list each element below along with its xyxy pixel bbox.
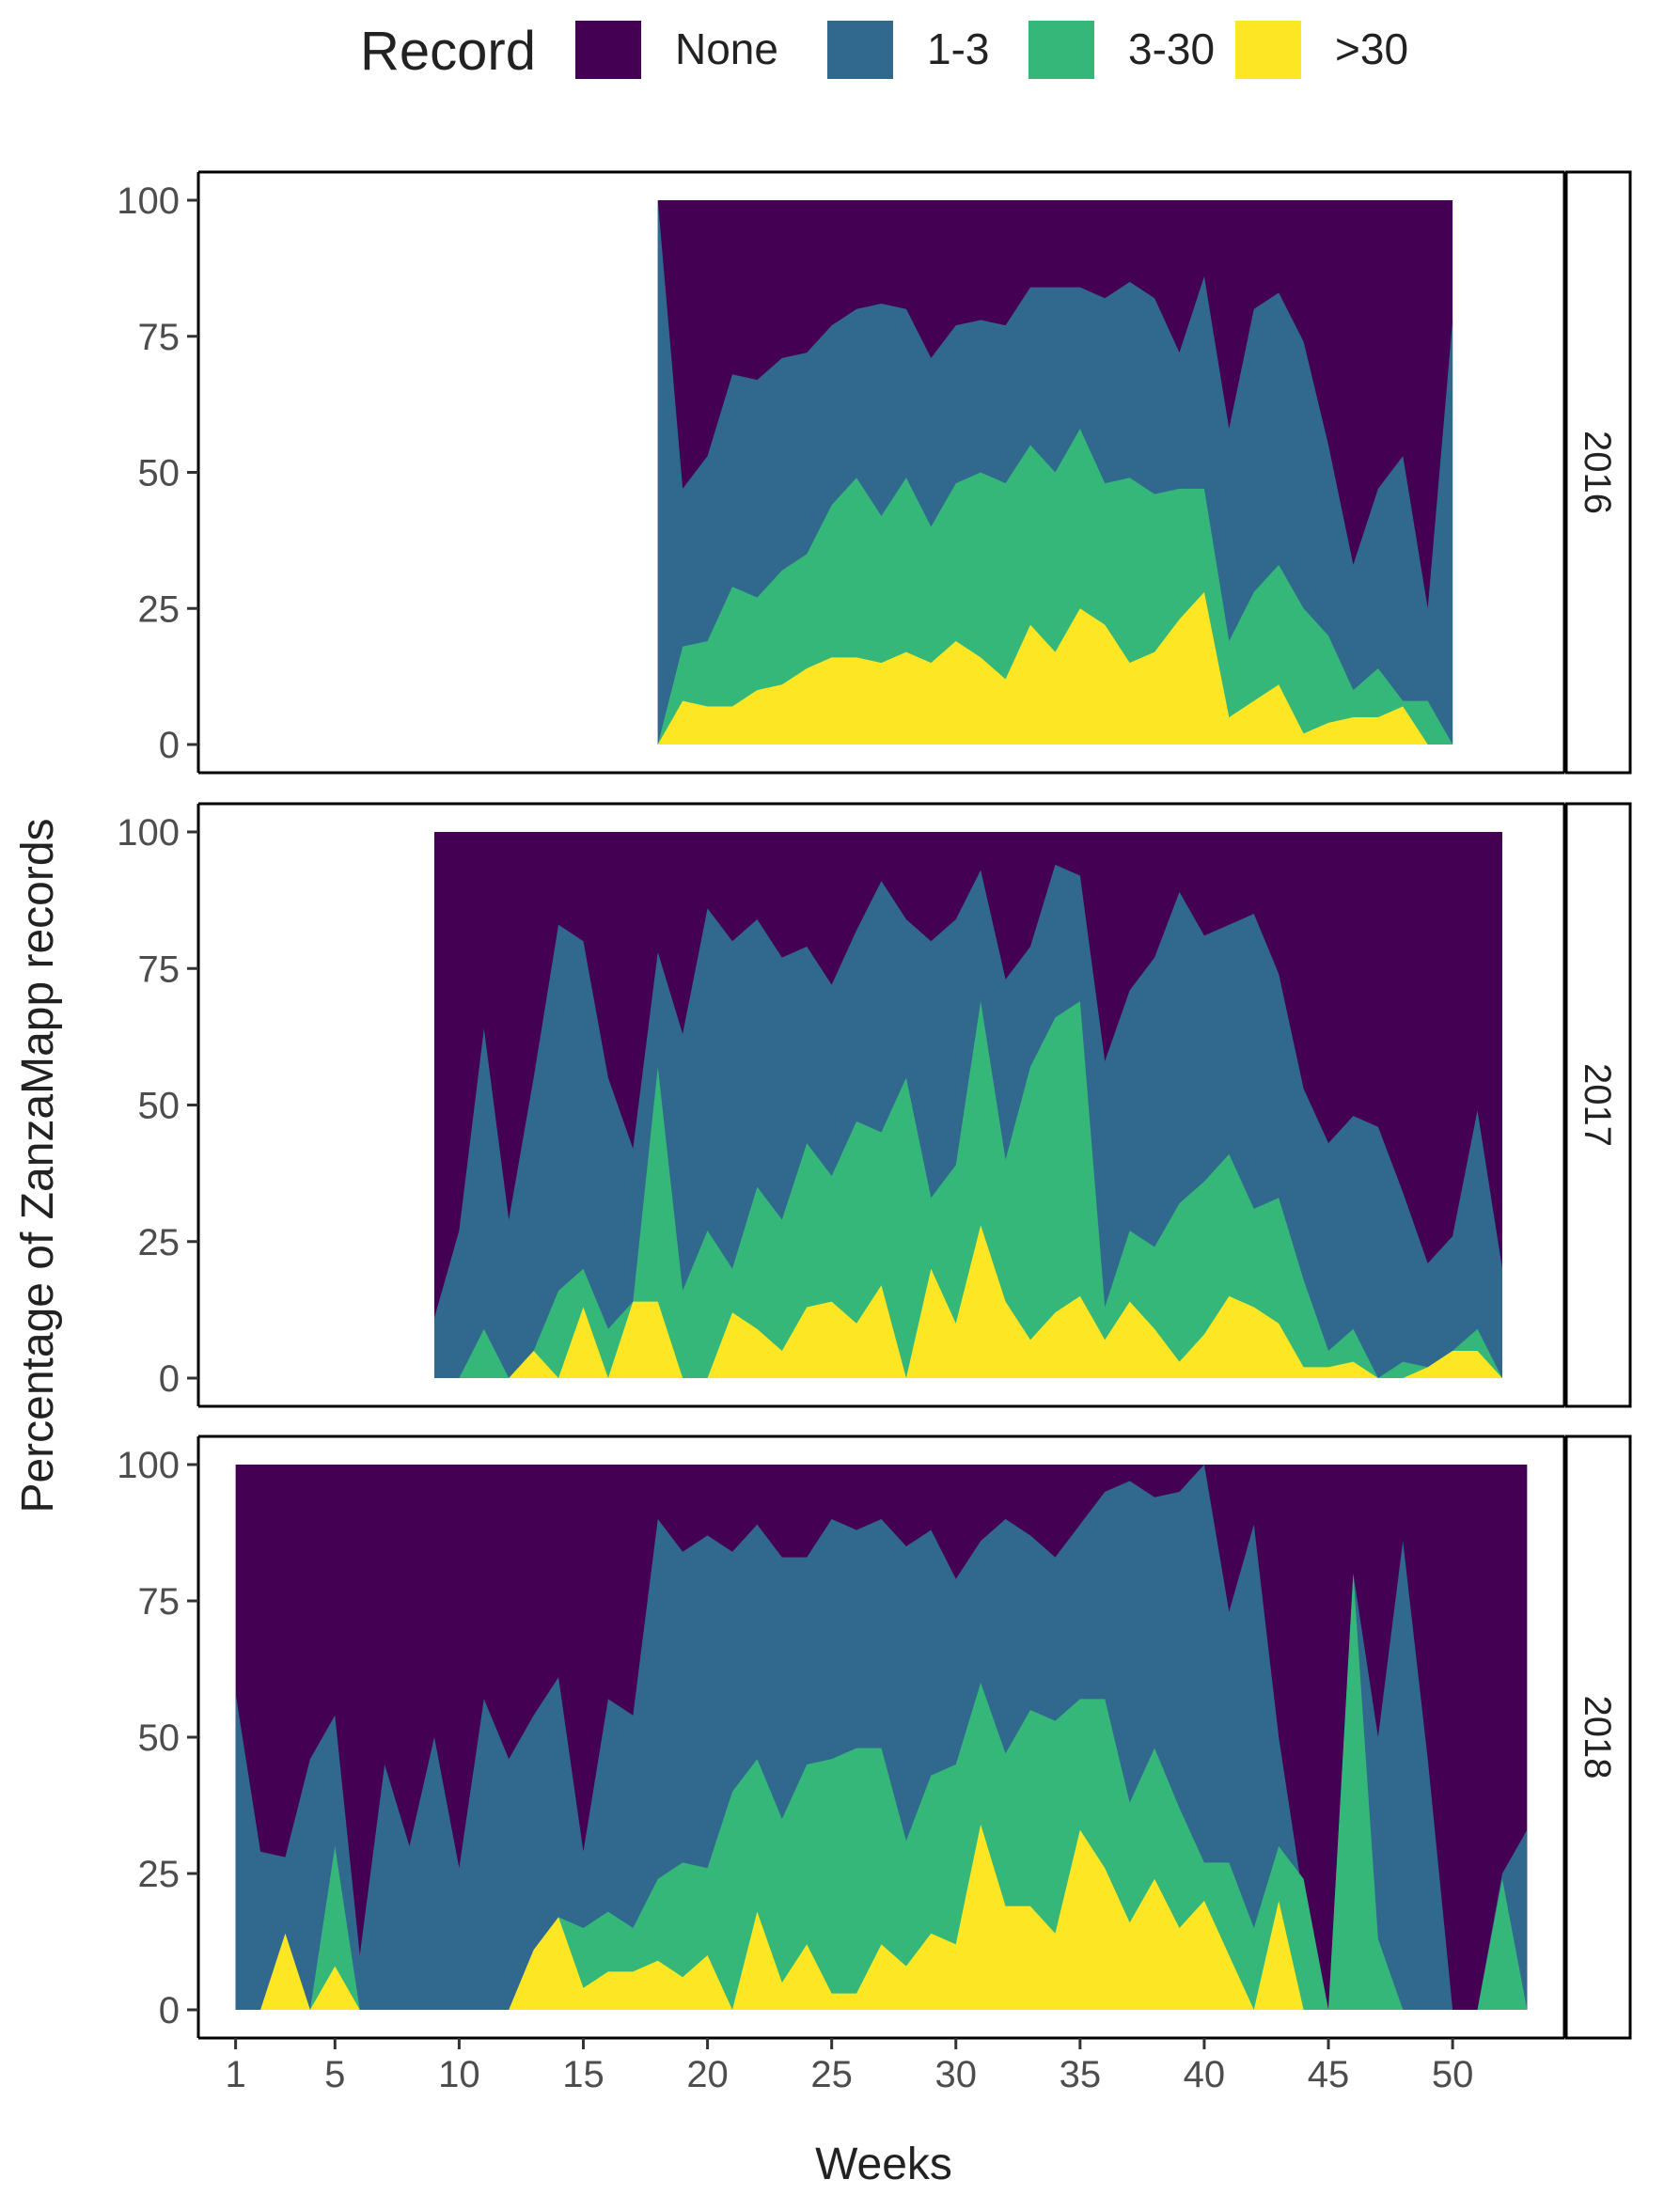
x-tick-label: 20 bbox=[686, 2054, 729, 2095]
x-tick-label: 50 bbox=[1432, 2054, 1474, 2095]
y-tick-label: 50 bbox=[138, 1717, 181, 1759]
legend-label-r30: >30 bbox=[1335, 24, 1408, 73]
x-tick-label: 35 bbox=[1060, 2054, 1102, 2095]
strip-2016 bbox=[1564, 170, 1632, 775]
y-tick-label: 50 bbox=[138, 453, 181, 494]
strip-label-2018: 2018 bbox=[1577, 1696, 1618, 1780]
strip-2018 bbox=[1564, 1435, 1632, 2040]
x-tick-label: 15 bbox=[562, 2054, 604, 2095]
legend: Record None 1-3 3-30 >30 bbox=[360, 21, 1408, 82]
legend-swatch-r30 bbox=[1235, 21, 1301, 79]
area-r30-2016 bbox=[657, 591, 1453, 745]
y-tick-label: 100 bbox=[117, 1445, 180, 1486]
area-r3_30-2018 bbox=[235, 1574, 1528, 2010]
panel-2016: 0 25 50 75 100 2016 bbox=[117, 170, 1632, 775]
legend-label-r3_30: 3-30 bbox=[1128, 24, 1215, 73]
y-tick-label: 75 bbox=[138, 1581, 181, 1623]
y-tick-label: 0 bbox=[159, 1990, 180, 2031]
x-tick-label: 5 bbox=[324, 2054, 345, 2095]
y-tick-label: 100 bbox=[117, 180, 180, 222]
legend-label-r1_3: 1-3 bbox=[927, 24, 989, 73]
strip-label-2017: 2017 bbox=[1577, 1063, 1618, 1147]
y-tick-label: 25 bbox=[138, 588, 181, 630]
area-r30-2018 bbox=[235, 1824, 1528, 2010]
y-tick-label: 75 bbox=[138, 949, 181, 990]
x-tick-label: 40 bbox=[1184, 2054, 1226, 2095]
x-axis: 1 5 10 15 20 25 30 35 40 45 50 bbox=[226, 2038, 1474, 2095]
legend-label-none: None bbox=[675, 24, 778, 73]
panels: 0 25 50 75 100 2016 0 25 50 75 100 2017 0 25 50 75 100 20… bbox=[117, 170, 1632, 2040]
x-axis-title: Weeks bbox=[815, 2140, 952, 2189]
y-tick-label: 25 bbox=[138, 1222, 181, 1263]
y-tick-label: 0 bbox=[159, 1358, 180, 1400]
y-tick-label: 50 bbox=[138, 1086, 181, 1127]
x-tick-label: 10 bbox=[438, 2054, 480, 2095]
legend-swatch-r3_30 bbox=[1028, 21, 1094, 79]
x-tick-label: 45 bbox=[1308, 2054, 1350, 2095]
panel-2017: 0 25 50 75 100 2017 bbox=[117, 802, 1632, 1408]
strip-label-2016: 2016 bbox=[1577, 431, 1618, 514]
area-r3_30-2017 bbox=[433, 1001, 1502, 1378]
y-tick-label: 0 bbox=[159, 725, 180, 766]
legend-swatch-r1_3 bbox=[827, 21, 893, 79]
strip-2017 bbox=[1564, 802, 1632, 1408]
panel-2018: 0 25 50 75 100 2018 bbox=[117, 1435, 1632, 2040]
x-tick-label: 25 bbox=[810, 2054, 853, 2095]
y-axis-title: Percentage of ZanzaMapp records bbox=[13, 818, 63, 1513]
area-r30-2017 bbox=[433, 1225, 1502, 1378]
x-tick-label: 30 bbox=[935, 2054, 978, 2095]
y-tick-label: 25 bbox=[138, 1854, 181, 1895]
legend-swatch-none bbox=[575, 21, 641, 79]
y-tick-label: 100 bbox=[117, 812, 180, 854]
y-tick-label: 75 bbox=[138, 317, 181, 358]
legend-title: Record bbox=[360, 21, 536, 82]
x-tick-label: 1 bbox=[226, 2054, 246, 2095]
